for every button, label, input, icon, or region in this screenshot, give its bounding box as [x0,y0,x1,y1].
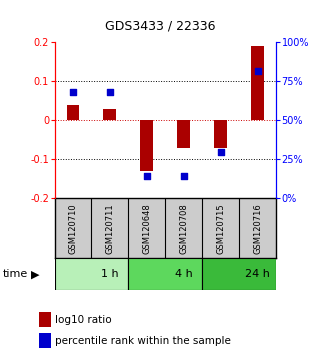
Text: GDS3433 / 22336: GDS3433 / 22336 [105,19,216,33]
Text: 24 h: 24 h [245,269,270,279]
Bar [214,120,227,148]
Bar [66,105,80,120]
Bar [251,46,264,120]
Bar [128,258,202,290]
Bar [39,333,51,348]
Point [255,68,260,73]
Text: GSM120715: GSM120715 [216,203,225,254]
Point [181,173,187,179]
Bar [103,109,117,120]
Text: GSM120716: GSM120716 [253,203,262,254]
Point [71,90,76,95]
Text: percentile rank within the sample: percentile rank within the sample [55,336,230,346]
Text: time: time [3,269,29,279]
Text: 4 h: 4 h [175,269,193,279]
Text: GSM120710: GSM120710 [68,203,78,254]
Bar [202,258,276,290]
Point [144,173,150,179]
Text: GSM120708: GSM120708 [179,203,188,254]
Bar [140,120,153,171]
Point [107,90,113,95]
Text: ▶: ▶ [30,269,39,279]
Bar [55,258,128,290]
Text: 1 h: 1 h [101,269,119,279]
Point [218,149,223,154]
Text: log10 ratio: log10 ratio [55,315,111,325]
Text: GSM120648: GSM120648 [142,203,152,254]
Text: GSM120711: GSM120711 [105,203,115,254]
Bar [39,312,51,327]
Bar [177,120,190,148]
